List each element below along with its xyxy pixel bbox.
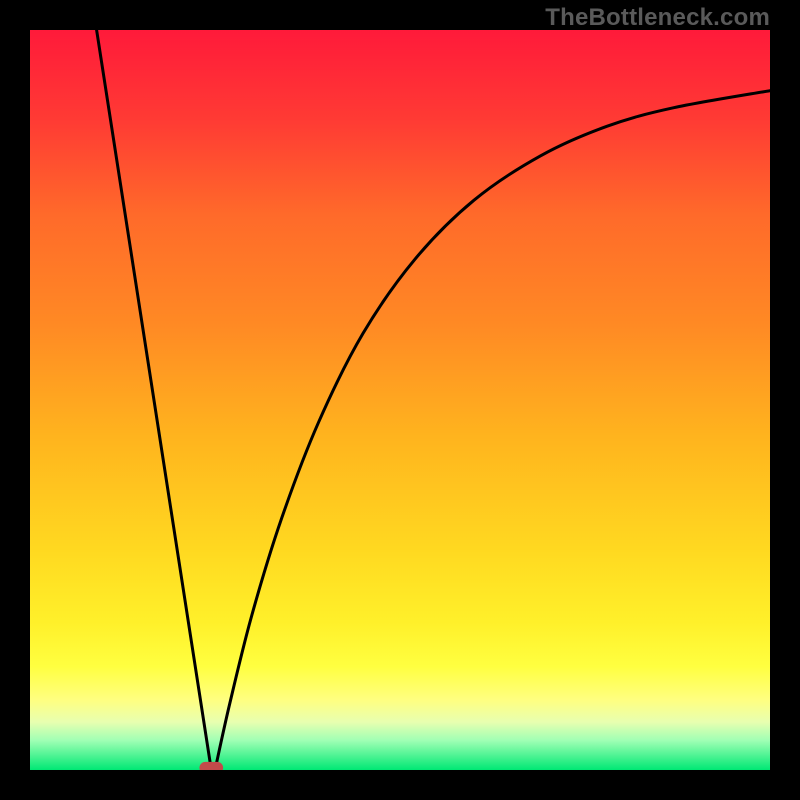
chart-container: TheBottleneck.com bbox=[0, 0, 800, 800]
watermark-text: TheBottleneck.com bbox=[545, 4, 770, 32]
chart-svg bbox=[0, 0, 800, 800]
chart-background bbox=[30, 30, 770, 770]
